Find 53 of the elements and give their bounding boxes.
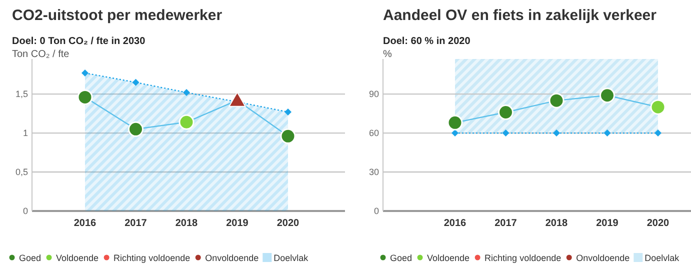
legend-label: Goed (19, 253, 42, 263)
point (178, 114, 194, 130)
y-tick-label: 1 (22, 128, 28, 138)
legend-label: Onvoldoende (205, 253, 259, 263)
y-axis-title: Ton CO₂ / fte (12, 49, 70, 60)
y-axis-title: % (383, 49, 392, 60)
y-tick-label: 90 (368, 88, 379, 99)
point (284, 108, 292, 116)
x-tick-label: 2020 (646, 218, 670, 229)
point (128, 121, 144, 137)
x-tick-label: 2016 (444, 218, 467, 229)
chart-subtitle: Doel: 0 Ton CO₂ / fte in 2030 (12, 36, 146, 47)
legend-label: Doelvlak (274, 253, 309, 263)
chart-subtitle: Doel: 60 % in 2020 (383, 36, 471, 47)
point (183, 89, 190, 96)
point (228, 92, 246, 107)
x-tick-label: 2020 (276, 218, 300, 229)
y-tick-label: 30 (368, 166, 379, 177)
point (650, 99, 666, 115)
point (498, 104, 514, 120)
legend-label: Richting voldoende (484, 253, 562, 263)
x-tick-label: 2017 (494, 218, 518, 229)
x-tick-label: 2017 (124, 218, 148, 229)
point (447, 114, 463, 130)
legend-label: Richting voldoende (114, 253, 190, 263)
x-tick-label: 2016 (74, 218, 97, 229)
point (502, 130, 510, 137)
y-tick-label: 1,5 (15, 88, 28, 99)
point (280, 128, 296, 144)
point (132, 78, 140, 86)
legend-label: Voldoende (56, 253, 99, 263)
y-tick-label: 0,5 (15, 166, 28, 177)
x-tick-label: 2019 (596, 218, 619, 229)
legend-label: Goed (390, 253, 412, 263)
x-tick-label: 2018 (175, 218, 198, 229)
chart-title: Aandeel OV en fiets in zakelijk verkeer (383, 7, 657, 24)
point (604, 130, 611, 137)
point (82, 70, 88, 77)
chart-title: CO2-uitstoot per medewerker (12, 7, 222, 24)
x-tick-label: 2019 (226, 218, 249, 229)
legend-label: Voldoende (427, 253, 470, 263)
point (553, 130, 560, 137)
point (600, 88, 615, 104)
y-tick-label: 60 (368, 128, 379, 138)
y-tick-label: 0 (22, 206, 28, 216)
y-tick-label: 0 (374, 206, 379, 216)
legend-label: Onvoldoende (576, 253, 630, 263)
legend-label: Doelvlak (644, 253, 680, 263)
point (77, 89, 93, 105)
x-tick-label: 2018 (545, 218, 568, 229)
point (548, 92, 564, 108)
point (654, 130, 662, 137)
point (452, 130, 458, 137)
